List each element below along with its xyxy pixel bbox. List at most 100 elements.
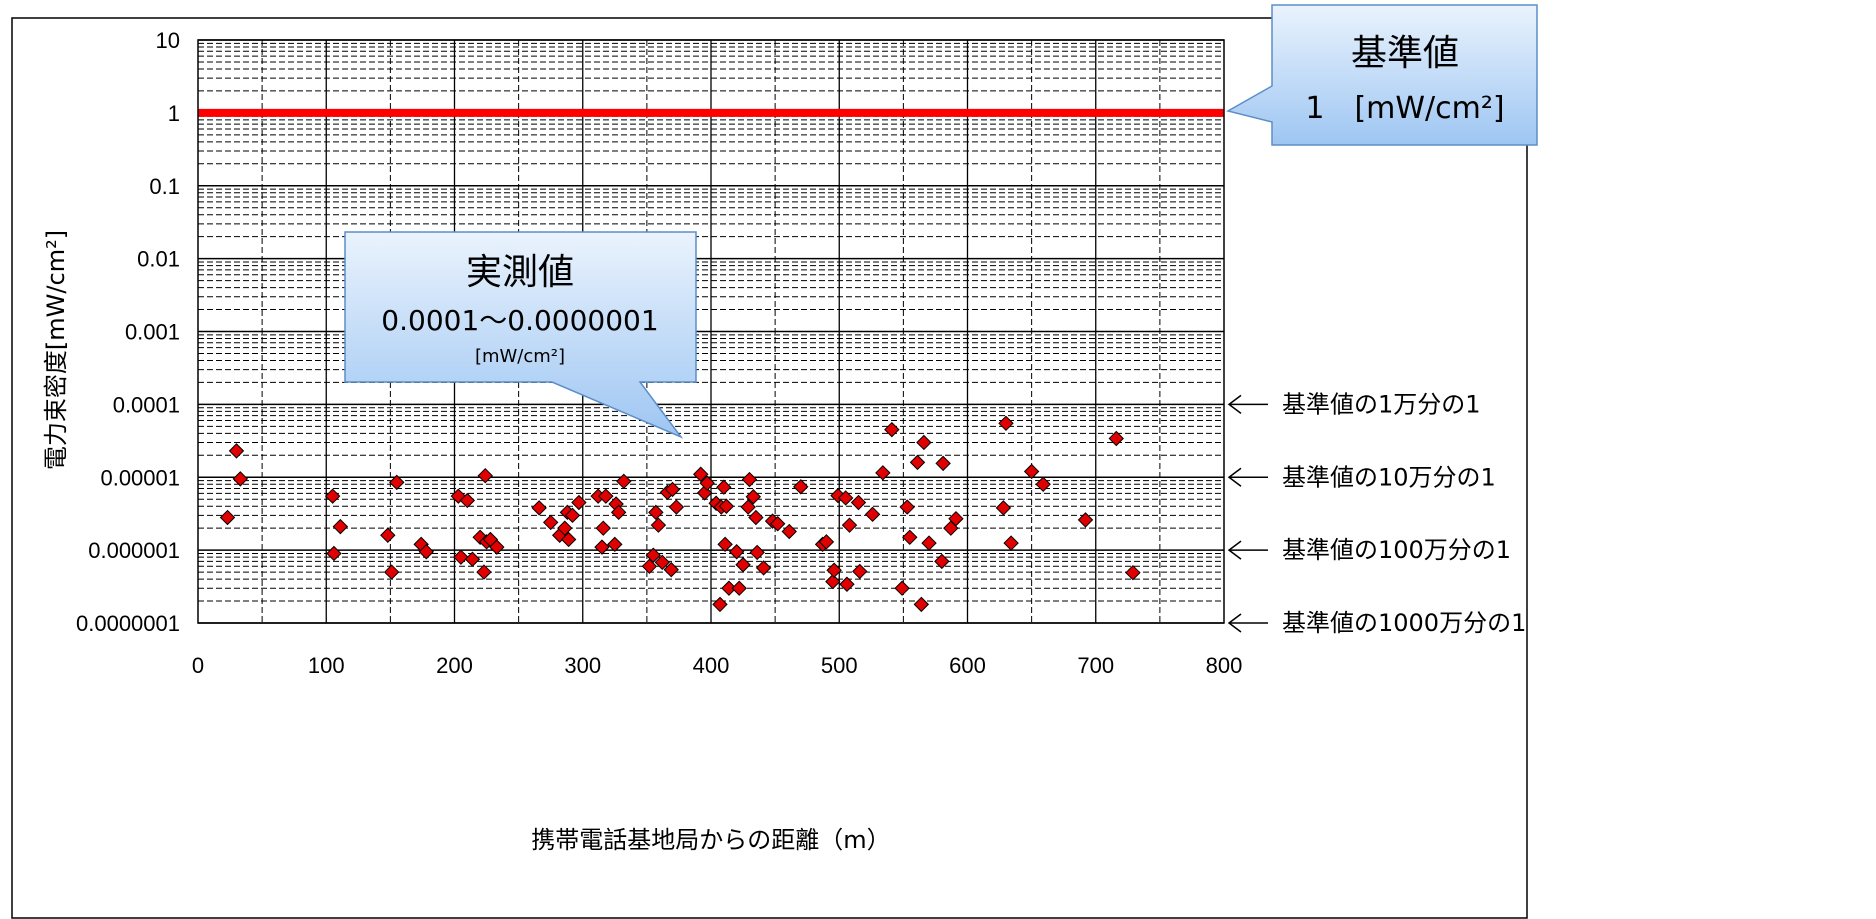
data-point [913, 596, 930, 613]
data-point [699, 475, 715, 491]
annotation-label: 基準値の100万分の1 [1282, 536, 1511, 564]
x-tick-label: 300 [564, 653, 601, 678]
data-point [745, 489, 762, 505]
data-point [1003, 535, 1019, 551]
data-point [542, 514, 559, 531]
data-point [663, 561, 679, 578]
data-point [389, 474, 405, 491]
x-tick-label: 800 [1206, 653, 1243, 678]
data-point [1108, 430, 1124, 447]
data-point [748, 509, 764, 526]
standard-callout-value: 1 [mW/cm²] [1305, 91, 1504, 126]
measured-value-callout: 実測値 0.0001〜0.0000001 [mW/cm²] [344, 231, 697, 439]
data-point [641, 558, 658, 574]
data-point [383, 564, 400, 580]
data-point [489, 539, 505, 555]
x-tick-label: 600 [949, 653, 986, 678]
data-point [755, 560, 772, 576]
standard-value-callout: 基準値 1 [mW/cm²] [1226, 4, 1538, 146]
right-annotations: 基準値の1万分の1 基準値の10万分の1 基準値の100万分の1 基準値の1000万分… [1227, 390, 1526, 637]
data-point [610, 504, 627, 521]
data-point [749, 544, 765, 561]
data-point [326, 545, 342, 562]
annotation-label: 基準値の1000万分の1 [1282, 609, 1526, 637]
x-tick-label: 200 [436, 653, 473, 678]
x-tick-label: 700 [1077, 653, 1114, 678]
measured-callout-title: 実測値 [466, 252, 574, 293]
annotation-label: 基準値の1万分の1 [1282, 390, 1481, 418]
data-point [560, 531, 577, 548]
x-tick-label: 0 [192, 653, 204, 678]
data-point [884, 421, 900, 438]
data-point [594, 539, 610, 555]
x-axis-title: 携帯電話基地局からの距離（m） [531, 826, 890, 854]
data-point [825, 573, 841, 590]
y-tick-label: 10 [156, 28, 180, 53]
data-point [839, 576, 855, 592]
plot-border [197, 39, 1225, 624]
data-point [902, 529, 918, 545]
measured-callout-unit: [mW/cm²] [475, 346, 565, 367]
y-tick-label: 0.1 [149, 174, 180, 199]
data-point [837, 490, 854, 506]
data-point [459, 492, 476, 509]
data-point [693, 466, 709, 482]
data-point [650, 517, 667, 533]
data-points [219, 415, 1141, 613]
data-point [769, 516, 786, 532]
data-point [826, 562, 842, 578]
data-point [1035, 476, 1051, 493]
annotation-arrow-head [1227, 613, 1242, 633]
y-tick-label: 0.00001 [100, 465, 180, 490]
data-point [1125, 564, 1141, 581]
y-tick-label: 0.0001 [113, 392, 180, 417]
y-tick-labels: 10 1 0.1 0.01 0.001 0.0001 0.00001 0.000001 0.00… [76, 28, 180, 636]
y-tick-label: 0.001 [125, 320, 180, 345]
data-point [531, 500, 547, 516]
measured-callout-shape [344, 231, 697, 439]
data-point [864, 506, 881, 523]
data-point [995, 500, 1012, 516]
data-point [741, 471, 758, 488]
data-point [731, 580, 747, 596]
standard-callout-title: 基準値 [1351, 33, 1459, 74]
annotation-label: 基準値の10万分の1 [1282, 463, 1496, 491]
data-point [781, 523, 797, 540]
data-point [228, 443, 245, 459]
data-point [664, 481, 681, 498]
data-point [332, 518, 349, 535]
y-tick-label: 0.000001 [88, 538, 180, 563]
x-tick-label: 400 [693, 653, 730, 678]
annotation-arrow-head [1227, 540, 1242, 560]
data-point [595, 520, 611, 536]
data-point [477, 467, 493, 484]
data-point [841, 517, 858, 533]
data-point [935, 455, 951, 472]
data-point [793, 479, 809, 495]
data-point [875, 465, 891, 481]
data-point [464, 551, 481, 567]
data-point [324, 488, 341, 504]
data-point [418, 544, 434, 560]
data-point [852, 563, 868, 580]
data-point [718, 498, 735, 514]
data-point [564, 507, 581, 524]
data-point [654, 554, 670, 571]
data-point [598, 488, 614, 504]
data-point [894, 580, 910, 596]
data-point [818, 534, 835, 550]
data-point [1077, 512, 1094, 528]
data-point [740, 499, 756, 515]
x-tick-labels: 0 100 200 300 400 500 600 700 800 [192, 653, 1242, 678]
y-tick-label: 0.0000001 [76, 611, 180, 636]
data-point [616, 473, 632, 490]
data-point [735, 557, 751, 573]
data-point [921, 535, 937, 551]
data-point [916, 434, 932, 451]
data-point [668, 499, 685, 515]
data-point [571, 494, 587, 511]
data-point [219, 509, 236, 526]
annotation-arrow-head [1227, 467, 1242, 487]
x-tick-label: 500 [821, 653, 858, 678]
